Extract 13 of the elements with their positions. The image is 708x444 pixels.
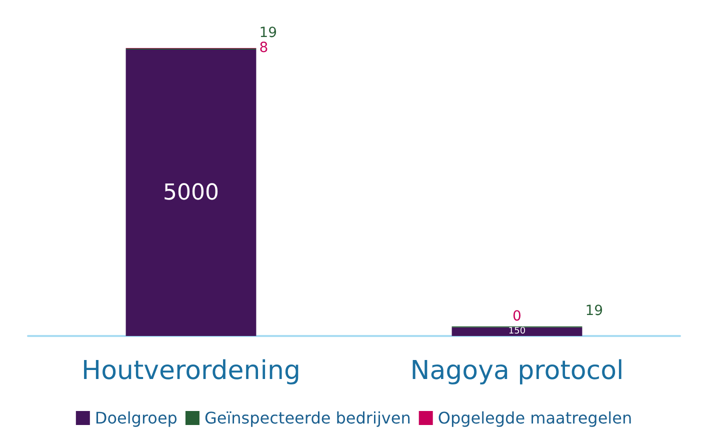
data-label: 19 <box>259 25 278 42</box>
legend-label: Opgelegde maatregelen <box>438 408 632 428</box>
data-label: 5000 <box>163 180 219 206</box>
data-label: 8 <box>259 40 268 56</box>
bar <box>126 50 256 336</box>
legend-label: Geïnspecteerde bedrijven <box>204 408 411 428</box>
legend-label: Doelgroep <box>94 408 178 428</box>
x-tick-label: Nagoya protocol <box>410 356 624 386</box>
data-label: 0 <box>512 308 522 324</box>
bar <box>452 327 582 336</box>
data-label: 19 <box>585 302 604 319</box>
data-label: 150 <box>508 326 526 337</box>
x-tick-label: Houtverordening <box>82 356 300 386</box>
